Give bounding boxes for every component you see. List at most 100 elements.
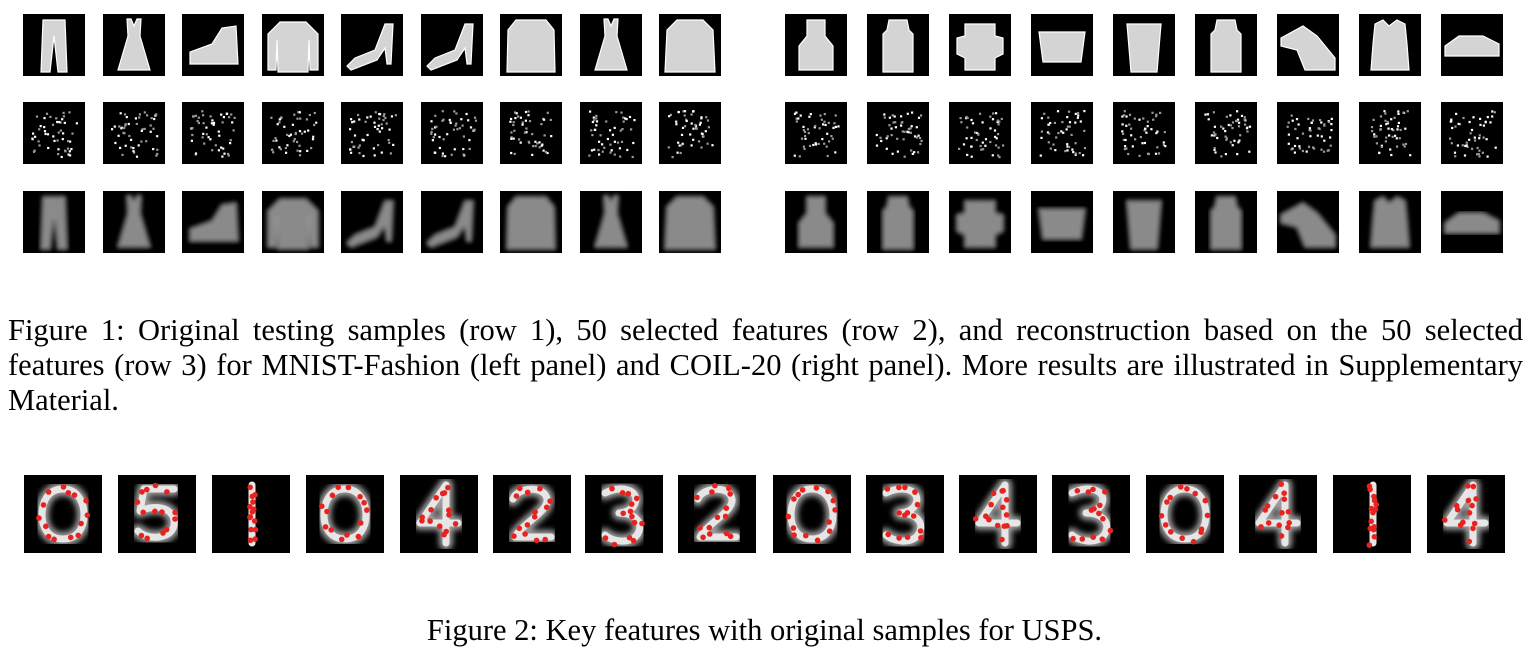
key-feature-marker bbox=[441, 490, 448, 496]
key-feature-marker bbox=[1466, 538, 1472, 545]
key-feature-marker bbox=[319, 503, 325, 509]
key-feature-marker bbox=[791, 496, 797, 502]
key-feature-marker bbox=[152, 482, 159, 489]
key-feature-marker bbox=[364, 507, 370, 513]
coil-tile-r1-c7 bbox=[1277, 14, 1339, 76]
usps-digit-tile-11 bbox=[959, 475, 1037, 553]
fashion-tile-r3-c4 bbox=[261, 191, 324, 253]
fashion-tile-r2-c6 bbox=[420, 102, 483, 164]
key-feature-marker bbox=[1278, 533, 1285, 539]
key-feature-marker bbox=[714, 514, 721, 521]
key-feature-marker bbox=[1097, 502, 1103, 509]
coil-tile-r1-c4 bbox=[1031, 14, 1093, 76]
coil-tile-r2-c6 bbox=[1195, 102, 1257, 164]
key-feature-marker bbox=[324, 508, 330, 515]
key-feature-marker bbox=[250, 499, 256, 505]
key-feature-marker bbox=[329, 492, 336, 499]
coil-tile-r1-c3 bbox=[949, 14, 1011, 76]
key-feature-marker bbox=[144, 535, 150, 542]
key-feature-marker bbox=[1167, 494, 1173, 501]
fashion-tile-r3-c5 bbox=[341, 191, 403, 253]
coil-tile-r3-c3 bbox=[949, 191, 1011, 253]
key-feature-marker bbox=[436, 523, 443, 529]
fashion-tile-r2-c2 bbox=[102, 102, 165, 164]
key-feature-marker bbox=[1192, 490, 1198, 497]
key-feature-marker bbox=[795, 491, 801, 498]
key-feature-marker bbox=[630, 537, 637, 544]
key-feature-marker bbox=[1465, 483, 1471, 489]
key-feature-marker bbox=[830, 497, 837, 504]
key-feature-marker bbox=[67, 534, 74, 541]
usps-digit-tile-7 bbox=[585, 475, 663, 553]
usps-digit-tile-14 bbox=[1239, 475, 1317, 553]
usps-digit-tile-13 bbox=[1146, 475, 1224, 553]
usps-digit-tile-8 bbox=[678, 475, 756, 553]
key-feature-marker bbox=[1003, 497, 1010, 503]
usps-digit-tile-16 bbox=[1427, 475, 1505, 553]
usps-digit-tile-3 bbox=[212, 475, 290, 553]
key-feature-marker bbox=[629, 513, 635, 520]
key-feature-marker bbox=[826, 528, 833, 534]
key-feature-marker bbox=[75, 532, 81, 539]
key-feature-marker bbox=[1003, 512, 1010, 518]
key-feature-marker bbox=[446, 507, 452, 513]
fashion-tile-r1-c9 bbox=[659, 14, 721, 76]
key-feature-marker bbox=[247, 537, 254, 544]
key-feature-marker bbox=[727, 491, 733, 497]
key-feature-marker bbox=[1088, 507, 1095, 513]
key-feature-marker bbox=[163, 526, 170, 533]
key-feature-marker bbox=[427, 518, 433, 524]
key-feature-marker bbox=[345, 484, 352, 491]
key-feature-marker bbox=[902, 484, 908, 491]
key-feature-marker bbox=[628, 501, 635, 507]
key-feature-marker bbox=[1190, 538, 1197, 545]
coil-tile-r2-c7 bbox=[1277, 102, 1339, 164]
figure-1-label: Figure 1: bbox=[8, 313, 125, 347]
key-feature-marker bbox=[433, 495, 439, 501]
key-feature-marker bbox=[990, 490, 997, 497]
key-feature-marker bbox=[1373, 501, 1380, 508]
key-feature-marker bbox=[251, 506, 257, 513]
key-feature-marker bbox=[247, 514, 253, 521]
key-feature-marker bbox=[625, 490, 632, 497]
key-feature-marker bbox=[826, 519, 832, 525]
key-feature-marker bbox=[248, 526, 254, 533]
fashion-tile-r2-c1 bbox=[23, 102, 85, 164]
key-feature-marker bbox=[328, 527, 334, 533]
key-feature-marker bbox=[709, 489, 715, 495]
key-feature-marker bbox=[700, 534, 706, 541]
usps-digit-tile-12 bbox=[1052, 475, 1130, 553]
fashion-tile-r3-c9 bbox=[659, 191, 721, 253]
coil-tile-r3-c6 bbox=[1195, 191, 1257, 253]
key-feature-marker bbox=[419, 518, 425, 524]
key-feature-marker bbox=[1454, 506, 1461, 513]
coil-tile-r1-c5 bbox=[1113, 14, 1175, 76]
key-feature-marker bbox=[51, 536, 57, 543]
coil-tile-r2-c4 bbox=[1031, 102, 1093, 164]
key-feature-marker bbox=[344, 532, 350, 538]
key-feature-marker bbox=[988, 501, 994, 508]
fashion-tile-r3-c7 bbox=[500, 191, 562, 253]
key-feature-marker bbox=[1367, 486, 1373, 493]
key-feature-marker bbox=[1184, 486, 1190, 492]
key-feature-marker bbox=[1460, 519, 1466, 526]
key-feature-marker bbox=[532, 509, 538, 515]
fashion-tile-r1-c5 bbox=[341, 14, 403, 76]
key-feature-marker bbox=[727, 533, 734, 540]
key-feature-marker bbox=[247, 484, 253, 491]
key-feature-marker bbox=[543, 504, 550, 511]
coil-tile-r1-c1 bbox=[785, 14, 847, 76]
fashion-tile-r2-c7 bbox=[500, 102, 562, 164]
key-feature-marker bbox=[803, 532, 809, 539]
key-feature-marker bbox=[723, 505, 730, 511]
key-feature-marker bbox=[885, 531, 891, 538]
key-feature-marker bbox=[999, 536, 1005, 543]
key-feature-marker bbox=[633, 495, 640, 502]
key-feature-marker bbox=[1366, 542, 1373, 548]
key-feature-marker bbox=[516, 525, 523, 532]
usps-digit-tile-15 bbox=[1333, 475, 1411, 553]
key-feature-marker bbox=[639, 520, 645, 527]
fashion-tile-r3-c8 bbox=[579, 191, 642, 253]
key-feature-marker bbox=[1001, 523, 1008, 529]
key-feature-marker bbox=[1276, 522, 1282, 528]
